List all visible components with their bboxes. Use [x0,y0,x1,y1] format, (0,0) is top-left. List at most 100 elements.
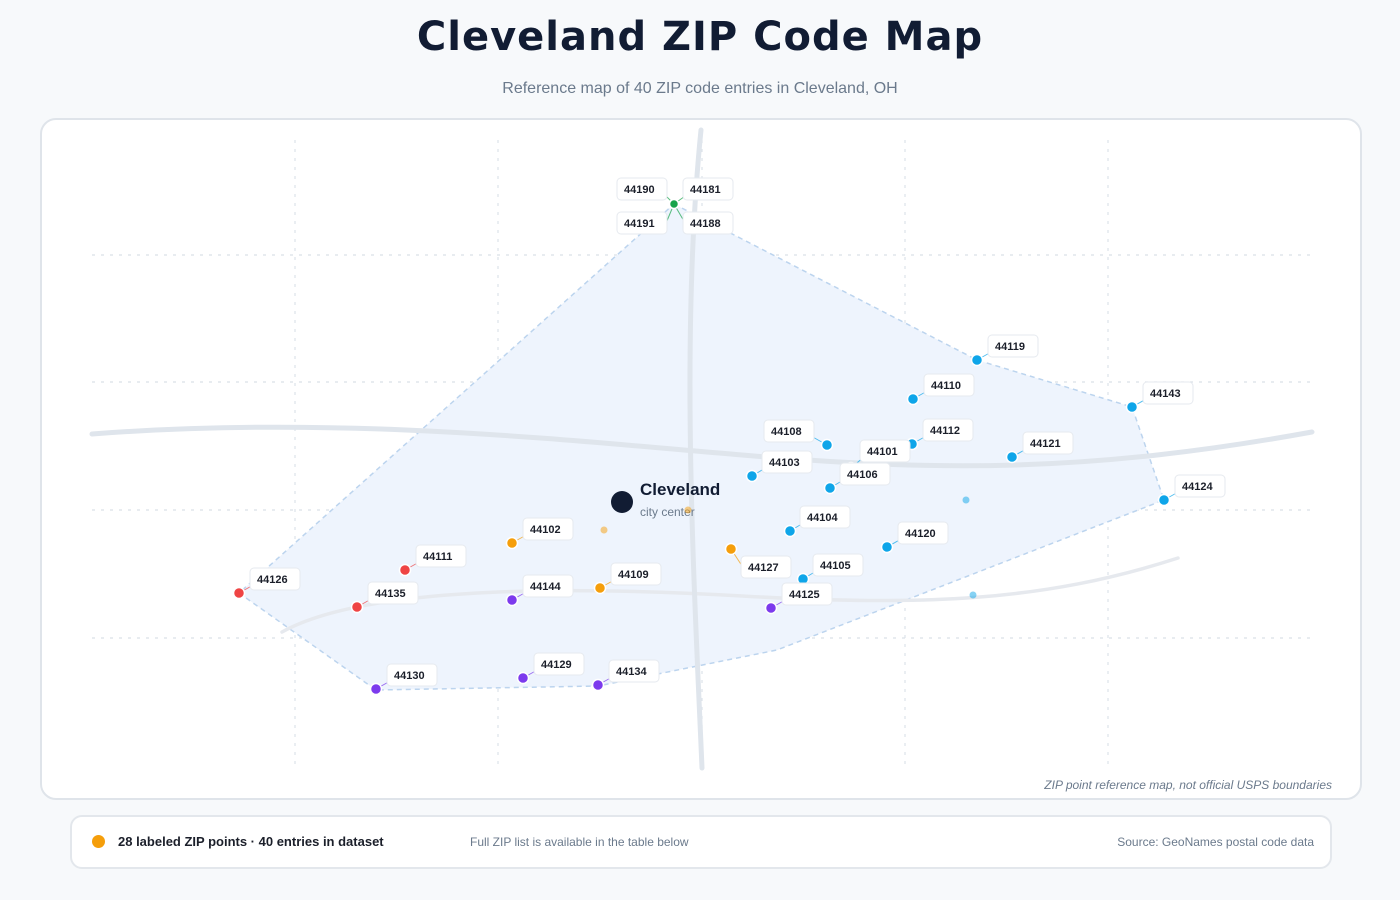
zip-label-box [1022,431,1074,455]
zip-label-box [1142,381,1194,405]
zip-dot [745,469,759,483]
zip-label-box [608,659,660,683]
zip-label-box [522,574,574,598]
zip-dot [232,586,246,600]
table-note: Full ZIP list is available in the table … [470,835,689,849]
zip-dot [505,536,519,550]
zip-label-box [740,555,792,579]
zip-dot [369,682,383,696]
zip-dot [783,524,797,538]
zip-label-box [522,517,574,541]
zip-label-box [682,211,734,235]
zip-label-box [616,177,668,201]
zip-point-44181[interactable]: 44181 [668,177,734,210]
zip-label-box [386,663,438,687]
zip-point-44111[interactable]: 44111 [398,544,467,577]
zip-label-box [249,567,301,591]
zip-dot [1005,450,1019,464]
zip-point-44120[interactable]: 44120 [880,521,949,554]
zip-label-box [923,373,975,397]
zip-dot [820,438,834,452]
zip-label: 44134 [616,666,647,678]
coverage-area [237,203,1165,691]
zip-point-44124[interactable]: 44124 [1157,474,1226,507]
zip-label-box [610,562,662,586]
zip-point-44103[interactable]: 44103 [745,450,813,483]
zip-label: 44143 [1150,388,1181,400]
zip-label: 44127 [748,562,779,574]
zip-dot [398,563,412,577]
map-panel[interactable]: Cleveland city center 44190 44181 44191 441… [40,118,1362,800]
zip-point-44108[interactable]: 44108 [763,419,834,452]
zip-label: 44101 [867,446,898,458]
zip-dot [593,581,607,595]
zip-label: 44102 [530,524,561,536]
zip-point-44144[interactable]: 44144 [505,574,574,607]
zip-label: 44104 [807,512,838,524]
zip-dot [591,678,605,692]
city-center-marker: Cleveland city center [611,480,720,519]
zip-point-44110[interactable]: 44110 [906,373,975,406]
zip-dot [823,481,837,495]
zip-label: 44109 [618,569,649,581]
zip-label: 44111 [423,551,452,563]
zip-point-44188[interactable]: 44188 [668,198,734,235]
zip-point-44125[interactable]: 44125 [764,582,833,615]
zip-point-44127[interactable]: 44127 [724,542,792,579]
zip-point-44135[interactable]: 44135 [350,581,419,614]
zip-label-box [761,450,813,474]
map-disclaimer: ZIP point reference map, not official US… [1044,778,1332,792]
zip-dot [1125,400,1139,414]
zip-point-44109[interactable]: 44109 [593,562,662,595]
zip-point-44119[interactable]: 44119 [970,334,1039,367]
zip-label: 44126 [257,574,288,586]
zip-dot [724,542,738,556]
zip-label: 44188 [690,218,721,230]
zip-dot [505,593,519,607]
zip-point-44121[interactable]: 44121 [1005,431,1074,464]
zip-label: 44125 [789,589,820,601]
unlabeled-zip-point [600,526,608,534]
unlabeled-zip-point [969,591,977,599]
zip-label-box [367,581,419,605]
zip-dot [1157,493,1171,507]
zip-dot [350,600,364,614]
zip-label-box [616,211,668,235]
zip-point-44104[interactable]: 44104 [783,505,851,538]
zip-label: 44181 [690,184,721,196]
zip-point-44105[interactable]: 44105 [796,553,864,586]
zip-point-44102[interactable]: 44102 [505,517,574,550]
data-source: Source: GeoNames postal code data [1117,835,1314,849]
zip-label: 44119 [995,341,1025,353]
zip-dot [906,392,920,406]
zip-point-44130[interactable]: 44130 [369,663,438,696]
zip-dot [880,540,894,554]
zip-label-box [682,177,734,201]
zip-label: 44191 [624,218,655,230]
zip-label-box [987,334,1039,358]
zip-points: 44190 44181 44191 44188 44119 44110 44143 44108… [232,177,1226,696]
zip-label-box [812,553,864,577]
zip-label-box [839,462,891,486]
zip-label: 44121 [1030,438,1061,450]
zip-label-box [415,544,467,568]
zip-label: 44103 [769,457,800,469]
zip-label: 44112 [930,425,960,437]
zip-point-44129[interactable]: 44129 [516,652,585,685]
road-east-west [89,424,1315,469]
zip-point-44134[interactable]: 44134 [591,659,660,692]
zip-label-box [1174,474,1226,498]
page-title: Cleveland ZIP Code Map [416,14,984,60]
zip-label-box [859,439,911,463]
zip-dot [764,601,778,615]
unlabeled-points [600,496,977,599]
zip-label-box [922,418,974,442]
legend-dot [92,835,105,848]
zip-point-44106[interactable]: 44106 [823,462,891,495]
zip-point-44143[interactable]: 44143 [1125,381,1194,414]
zip-point-44126[interactable]: 44126 [232,567,301,600]
zip-label: 44120 [905,528,936,540]
zip-label: 44129 [541,659,572,671]
zip-label-box [763,419,815,443]
